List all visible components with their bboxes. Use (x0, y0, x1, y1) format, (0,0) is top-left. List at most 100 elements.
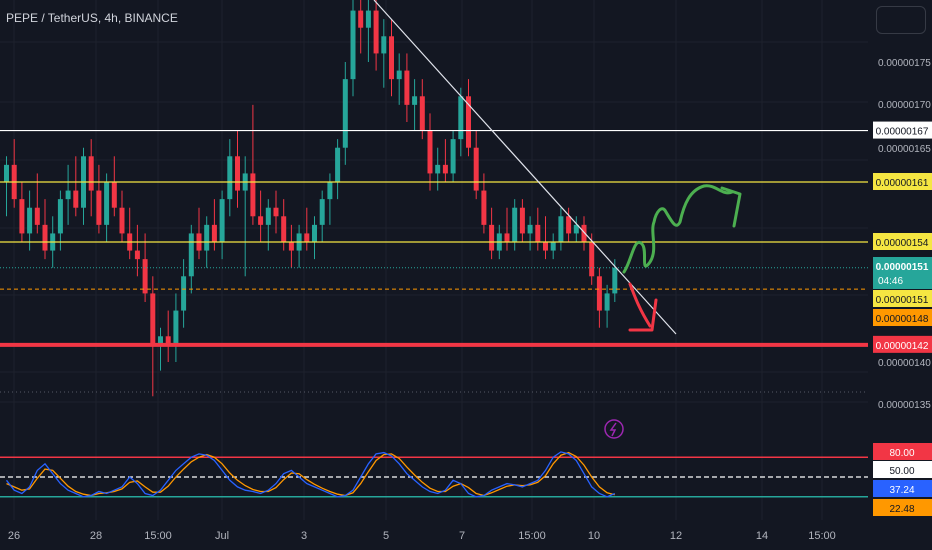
candle-body (158, 336, 163, 345)
stoch-value-label-bg (873, 443, 932, 460)
price-tick-label: 0.00000135 (878, 400, 931, 411)
price-tick-label: 0.00000165 (878, 144, 931, 155)
candle-body (404, 70, 410, 105)
candle-body (581, 224, 587, 242)
time-tick-label: 15:00 (808, 530, 836, 542)
extra-price-label: 0.00000151 (876, 295, 929, 306)
candle-body (150, 293, 156, 345)
candle-body (389, 36, 394, 80)
candle-body (442, 164, 448, 174)
level-price-label: 0.00000154 (876, 238, 929, 249)
green-arrowhead (720, 186, 742, 228)
candle-body (88, 156, 94, 191)
level-lines (0, 129, 868, 347)
green-arrow-path (622, 184, 734, 274)
candle-body (96, 190, 102, 225)
level-price-label-bg (873, 173, 932, 190)
candle-body (181, 276, 187, 311)
annotations (373, 0, 742, 439)
candle-body (65, 190, 71, 200)
candle-body (458, 96, 464, 140)
current-price-label: 0.00000151 (876, 262, 929, 273)
candle-body (350, 10, 356, 80)
candle-body (219, 199, 225, 242)
candle-body (335, 147, 341, 182)
time-tick-label: 15:00 (144, 530, 172, 542)
candle-body (558, 216, 564, 242)
time-tick-label: 12 (670, 530, 682, 542)
candle-body (57, 199, 63, 234)
candle-body (281, 216, 287, 242)
candle-body (543, 242, 548, 251)
candle-body (535, 224, 541, 242)
candle-body (550, 242, 556, 251)
grid (0, 0, 868, 520)
time-tick-label: 26 (8, 530, 20, 542)
symbol-title: PEPE / TetherUS, 4h, BINANCE (6, 11, 178, 25)
candle-body (142, 259, 148, 294)
price-tick-label: 0.00000170 (878, 100, 931, 111)
candle-body (473, 147, 479, 191)
candle-body (373, 10, 379, 54)
time-tick-label: Jul (215, 530, 229, 542)
candle-body (235, 156, 240, 191)
time-tick-label: 28 (90, 530, 102, 542)
candle-body (42, 224, 48, 251)
candle-body (566, 216, 572, 234)
candle-body (73, 190, 79, 208)
stoch-value-label: 80.00 (889, 448, 914, 459)
time-tick-label: 3 (301, 530, 307, 542)
extra-price-label: 0.00000148 (876, 314, 929, 325)
candle-body (104, 182, 110, 225)
candle-body (304, 233, 310, 242)
level-price-label-bg (873, 233, 932, 250)
price-axis: 0.00000175 0.00000170 0.00000165 0.00000140… (873, 58, 932, 516)
candle-body (173, 310, 179, 345)
candle-body (34, 207, 40, 225)
candle-body (211, 224, 217, 242)
candle-body (119, 207, 125, 234)
event-icon (604, 419, 624, 439)
candle-body (327, 182, 333, 200)
stoch-value-label: 22.48 (889, 504, 914, 515)
time-tick-label: 5 (383, 530, 389, 542)
candle-body (365, 10, 371, 28)
candle-body (381, 36, 387, 54)
candle-body (396, 70, 402, 80)
candle-body (288, 242, 294, 251)
candle-body (204, 224, 210, 251)
time-tick-label: 7 (459, 530, 465, 542)
level-price-label: 0.00000161 (876, 178, 929, 189)
extra-price-label-bg (873, 290, 932, 307)
candle-body (412, 96, 418, 105)
candle-body (527, 224, 533, 234)
candle-body (111, 182, 117, 208)
time-tick-label: 15:00 (518, 530, 546, 542)
stoch-value-label: 37.24 (889, 485, 914, 496)
level-price-label-bg (873, 335, 932, 353)
candle-body (512, 207, 518, 242)
stochastic-panel (0, 451, 868, 498)
stoch-value-label: 50.00 (889, 466, 914, 477)
level-price-label: 0.00000142 (876, 341, 929, 352)
lightning-icon (609, 422, 617, 437)
candle-body (273, 207, 279, 217)
chart-menu-button[interactable] (876, 6, 926, 34)
candle-body (427, 130, 433, 174)
candle-body (519, 207, 525, 234)
candle-body (612, 267, 618, 294)
time-tick-label: 10 (588, 530, 600, 542)
candle-body (466, 96, 471, 148)
candle-body (358, 10, 364, 28)
candle-body (227, 156, 233, 200)
stoch-value-label-bg (873, 461, 932, 478)
candle-body (4, 164, 9, 182)
candle-body (419, 96, 425, 131)
extra-price-label-bg (873, 309, 932, 326)
price-tick-label: 0.00000175 (878, 58, 931, 69)
current-price-bg (873, 257, 932, 289)
candle-body (319, 199, 325, 225)
price-tick-label: 0.00000140 (878, 358, 931, 369)
